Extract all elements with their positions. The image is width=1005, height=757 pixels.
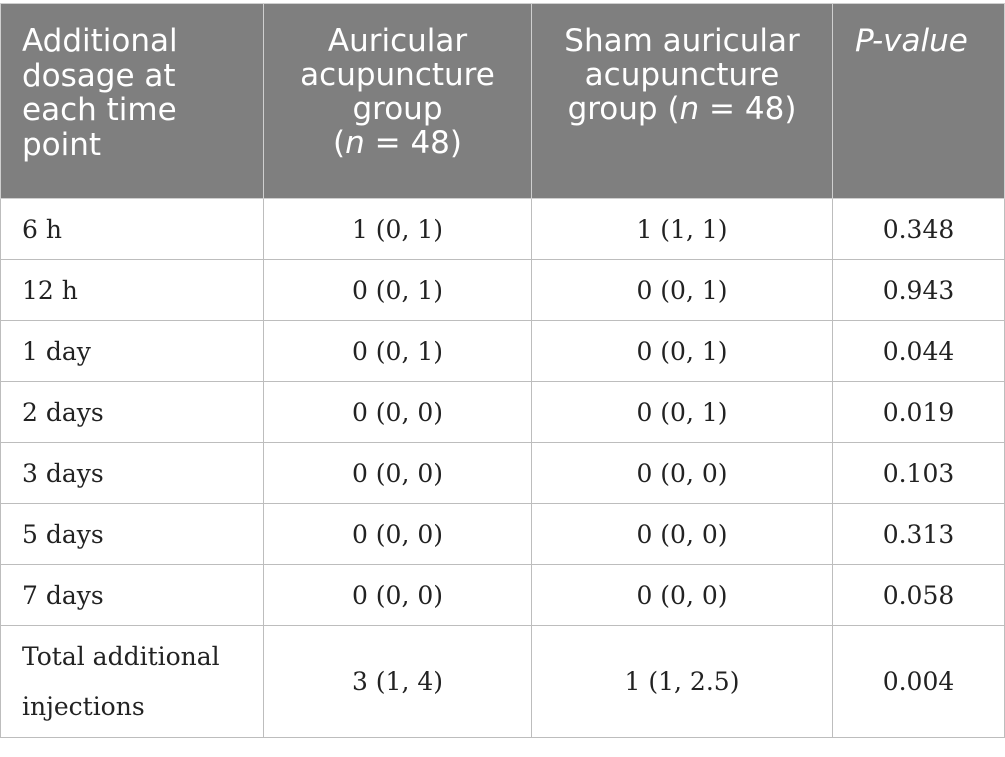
p-value-cell: 0.313 <box>832 503 1005 565</box>
time-point-cell: 5 days <box>0 503 264 565</box>
header-auricular-group-text: Auricular acupuncture group <box>300 23 495 127</box>
sham-value-cell: 1 (1, 2.5) <box>531 625 833 738</box>
header-p-value: P-value <box>832 3 1005 199</box>
additional-dosage-table: Additional dosage at each time point Aur… <box>0 3 1005 738</box>
p-value-cell: 0.019 <box>832 381 1005 443</box>
sham-value-cell: 1 (1, 1) <box>531 198 833 260</box>
table-row: 6 h 1 (0, 1) 1 (1, 1) 0.348 <box>0 198 1005 260</box>
auricular-value-cell: 1 (0, 1) <box>263 198 532 260</box>
time-point-cell: 1 day <box>0 320 264 382</box>
time-point-cell: Total additional injections <box>0 625 264 738</box>
sham-value-cell: 0 (0, 0) <box>531 442 833 504</box>
header-auricular-n-val: = 48) <box>364 125 462 161</box>
table-body: 6 h 1 (0, 1) 1 (1, 1) 0.348 12 h 0 (0, 1… <box>0 198 1005 738</box>
p-value-cell: 0.348 <box>832 198 1005 260</box>
header-sham-n-var: n <box>679 91 700 127</box>
auricular-value-cell: 3 (1, 4) <box>263 625 532 738</box>
header-sham-group: Sham auricular acupuncture group (n = 48… <box>531 3 833 199</box>
header-auricular-group: Auricular acupuncture group (n = 48) <box>263 3 532 199</box>
table-row: 12 h 0 (0, 1) 0 (0, 1) 0.943 <box>0 259 1005 321</box>
p-value-cell: 0.004 <box>832 625 1005 738</box>
sham-value-cell: 0 (0, 1) <box>531 381 833 443</box>
header-sham-n-val: = 48) <box>699 91 797 127</box>
table-row: 1 day 0 (0, 1) 0 (0, 1) 0.044 <box>0 320 1005 382</box>
table-row: 7 days 0 (0, 0) 0 (0, 0) 0.058 <box>0 564 1005 626</box>
p-value-cell: 0.044 <box>832 320 1005 382</box>
time-point-cell: 12 h <box>0 259 264 321</box>
p-value-cell: 0.103 <box>832 442 1005 504</box>
sham-value-cell: 0 (0, 1) <box>531 320 833 382</box>
sham-value-cell: 0 (0, 0) <box>531 503 833 565</box>
sham-value-cell: 0 (0, 0) <box>531 564 833 626</box>
time-point-cell: 3 days <box>0 442 264 504</box>
table-header: Additional dosage at each time point Aur… <box>0 3 1005 199</box>
auricular-value-cell: 0 (0, 0) <box>263 442 532 504</box>
auricular-value-cell: 0 (0, 1) <box>263 259 532 321</box>
header-time-point-text: Additional dosage at each time point <box>22 23 178 163</box>
sham-value-cell: 0 (0, 1) <box>531 259 833 321</box>
header-row: Additional dosage at each time point Aur… <box>0 3 1005 199</box>
header-sham-group-text: Sham auricular acupuncture group ( <box>564 23 800 127</box>
header-time-point: Additional dosage at each time point <box>0 3 264 199</box>
p-value-cell: 0.943 <box>832 259 1005 321</box>
table-row: 5 days 0 (0, 0) 0 (0, 0) 0.313 <box>0 503 1005 565</box>
table-row: 3 days 0 (0, 0) 0 (0, 0) 0.103 <box>0 442 1005 504</box>
time-point-cell: 7 days <box>0 564 264 626</box>
header-p-value-text: P-value <box>855 23 968 59</box>
auricular-value-cell: 0 (0, 0) <box>263 503 532 565</box>
auricular-value-cell: 0 (0, 0) <box>263 381 532 443</box>
auricular-value-cell: 0 (0, 0) <box>263 564 532 626</box>
table-row: 2 days 0 (0, 0) 0 (0, 1) 0.019 <box>0 381 1005 443</box>
p-value-cell: 0.058 <box>832 564 1005 626</box>
time-point-cell: 6 h <box>0 198 264 260</box>
auricular-value-cell: 0 (0, 1) <box>263 320 532 382</box>
table-row-total: Total additional injections 3 (1, 4) 1 (… <box>0 625 1005 738</box>
header-auricular-n-var: n <box>345 125 365 161</box>
time-point-cell: 2 days <box>0 381 264 443</box>
